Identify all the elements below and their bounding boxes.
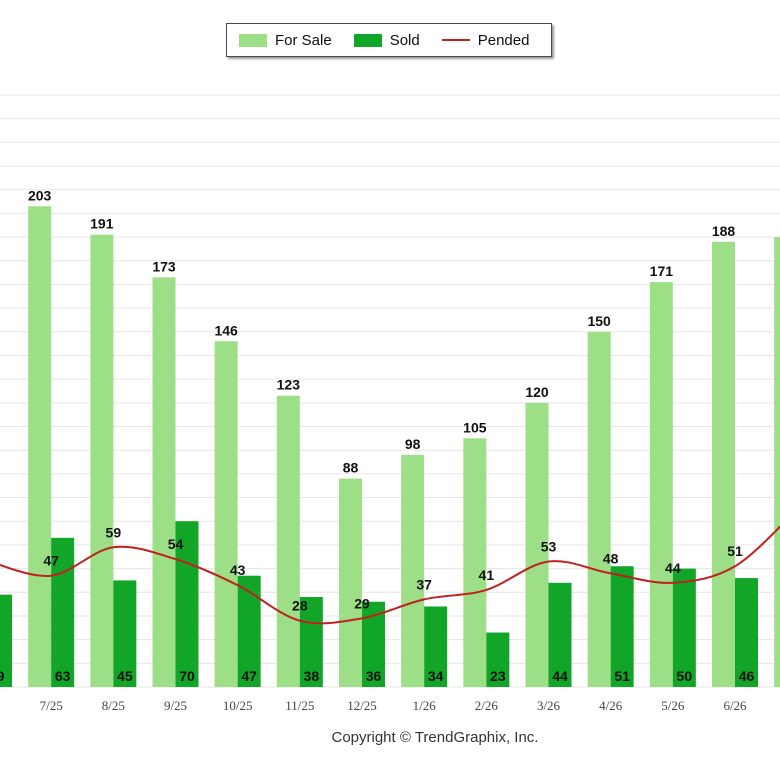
label-for-sale: 105: [463, 419, 487, 435]
label-pended: 53: [541, 538, 557, 554]
x-tick-label: 4/26: [599, 698, 623, 713]
label-sold: 44: [552, 668, 568, 684]
label-pended: 47: [43, 553, 59, 569]
bar-sold: [548, 582, 572, 687]
bar-sold: [672, 568, 696, 687]
label-sold: 9: [0, 668, 5, 684]
label-pended: 37: [416, 576, 432, 592]
bar-sold: [0, 594, 12, 687]
bar-sold: [299, 597, 323, 687]
bar-for-sale: [214, 341, 238, 687]
legend-label-for-sale: For Sale: [275, 31, 332, 49]
bar-for-sale: [587, 331, 611, 687]
bar-for-sale: [525, 402, 549, 687]
label-sold: 45: [117, 668, 133, 684]
sold-bars: [0, 521, 759, 687]
label-for-sale: 120: [525, 384, 549, 400]
bar-sold: [486, 632, 510, 687]
pended-line: [0, 525, 780, 625]
label-for-sale: 98: [405, 436, 421, 452]
x-tick-label: 6/26: [723, 698, 747, 713]
data-labels: 9 203 63 191 45 173 70 146 47 123 38 88 36 98 34 105 23 1…: [0, 187, 755, 684]
bar-for-sale: [401, 454, 425, 687]
label-for-sale: 150: [587, 313, 611, 329]
x-tick-label: 2/26: [475, 698, 499, 713]
label-sold: 38: [304, 668, 320, 684]
label-pended: 59: [106, 524, 122, 540]
x-tick-label: 1/26: [413, 698, 437, 713]
label-pended: 29: [354, 595, 370, 611]
x-tick-label: 3/26: [537, 698, 561, 713]
legend-label-sold: Sold: [389, 31, 420, 49]
x-tick-label: 11/25: [285, 698, 314, 713]
label-pended: 43: [230, 562, 246, 578]
label-sold: 51: [614, 668, 630, 684]
bar-sold: [610, 566, 634, 687]
label-sold: 23: [490, 668, 506, 684]
bar-sold: [237, 575, 261, 687]
legend: For Sale Sold Pended: [226, 23, 552, 57]
legend-item-pended: Pended: [441, 31, 530, 49]
bar-for-sale: [152, 277, 176, 687]
x-tick-label: 10/25: [223, 698, 253, 713]
label-for-sale: 171: [650, 263, 674, 279]
pended-series-line: [0, 525, 780, 625]
bar-sold: [113, 580, 137, 687]
label-sold: 34: [428, 668, 444, 684]
bar-for-sale: [276, 395, 300, 687]
label-for-sale: 203: [28, 187, 52, 203]
label-pended: 51: [727, 543, 743, 559]
label-pended: 44: [665, 560, 681, 576]
label-for-sale: 173: [152, 258, 176, 274]
label-for-sale: 88: [343, 460, 359, 476]
label-pended: 41: [479, 567, 495, 583]
bar-for-sale: [712, 241, 736, 688]
bar-sold: [735, 578, 759, 687]
bar-for-sale: [28, 206, 52, 687]
x-tick-label: 7/25: [40, 698, 63, 713]
label-sold: 50: [677, 668, 693, 684]
label-pended: 48: [603, 550, 619, 566]
label-sold: 63: [55, 668, 71, 684]
for-sale-bars: [28, 206, 780, 688]
x-axis-ticks: 257/258/259/2510/2511/2512/251/262/263/2…: [40, 698, 747, 713]
label-sold: 46: [739, 668, 755, 684]
label-sold: 47: [241, 668, 257, 684]
bar-for-sale: [774, 237, 780, 687]
label-sold: 36: [366, 668, 382, 684]
bar-for-sale: [463, 438, 487, 687]
label-for-sale: 191: [90, 216, 114, 232]
legend-swatch-sold: [353, 33, 382, 47]
legend-label-pended: Pended: [477, 31, 530, 49]
legend-swatch-pended: [441, 39, 470, 41]
bar-for-sale: [90, 234, 114, 687]
bar-for-sale: [649, 282, 673, 687]
legend-item-sold: Sold: [353, 31, 420, 49]
legend-swatch-for-sale: [239, 33, 267, 47]
x-tick-label: 9/25: [164, 698, 187, 713]
x-tick-label: 8/25: [102, 698, 125, 713]
bar-sold: [362, 601, 386, 687]
label-pended: 54: [168, 536, 184, 552]
x-tick-label: 5/26: [661, 698, 685, 713]
bar-sold: [424, 606, 448, 687]
label-sold: 70: [179, 668, 195, 684]
label-pended: 28: [292, 598, 308, 614]
x-tick-label: 12/25: [347, 698, 377, 713]
label-for-sale: 146: [214, 322, 238, 338]
copyright-text: Copyright © TrendGraphix, Inc.: [331, 729, 539, 746]
label-for-sale: 188: [712, 223, 736, 239]
label-for-sale: 123: [277, 377, 301, 393]
bar-for-sale: [339, 478, 363, 687]
bar-sold: [175, 521, 199, 687]
legend-item-for-sale: For Sale: [239, 32, 332, 49]
